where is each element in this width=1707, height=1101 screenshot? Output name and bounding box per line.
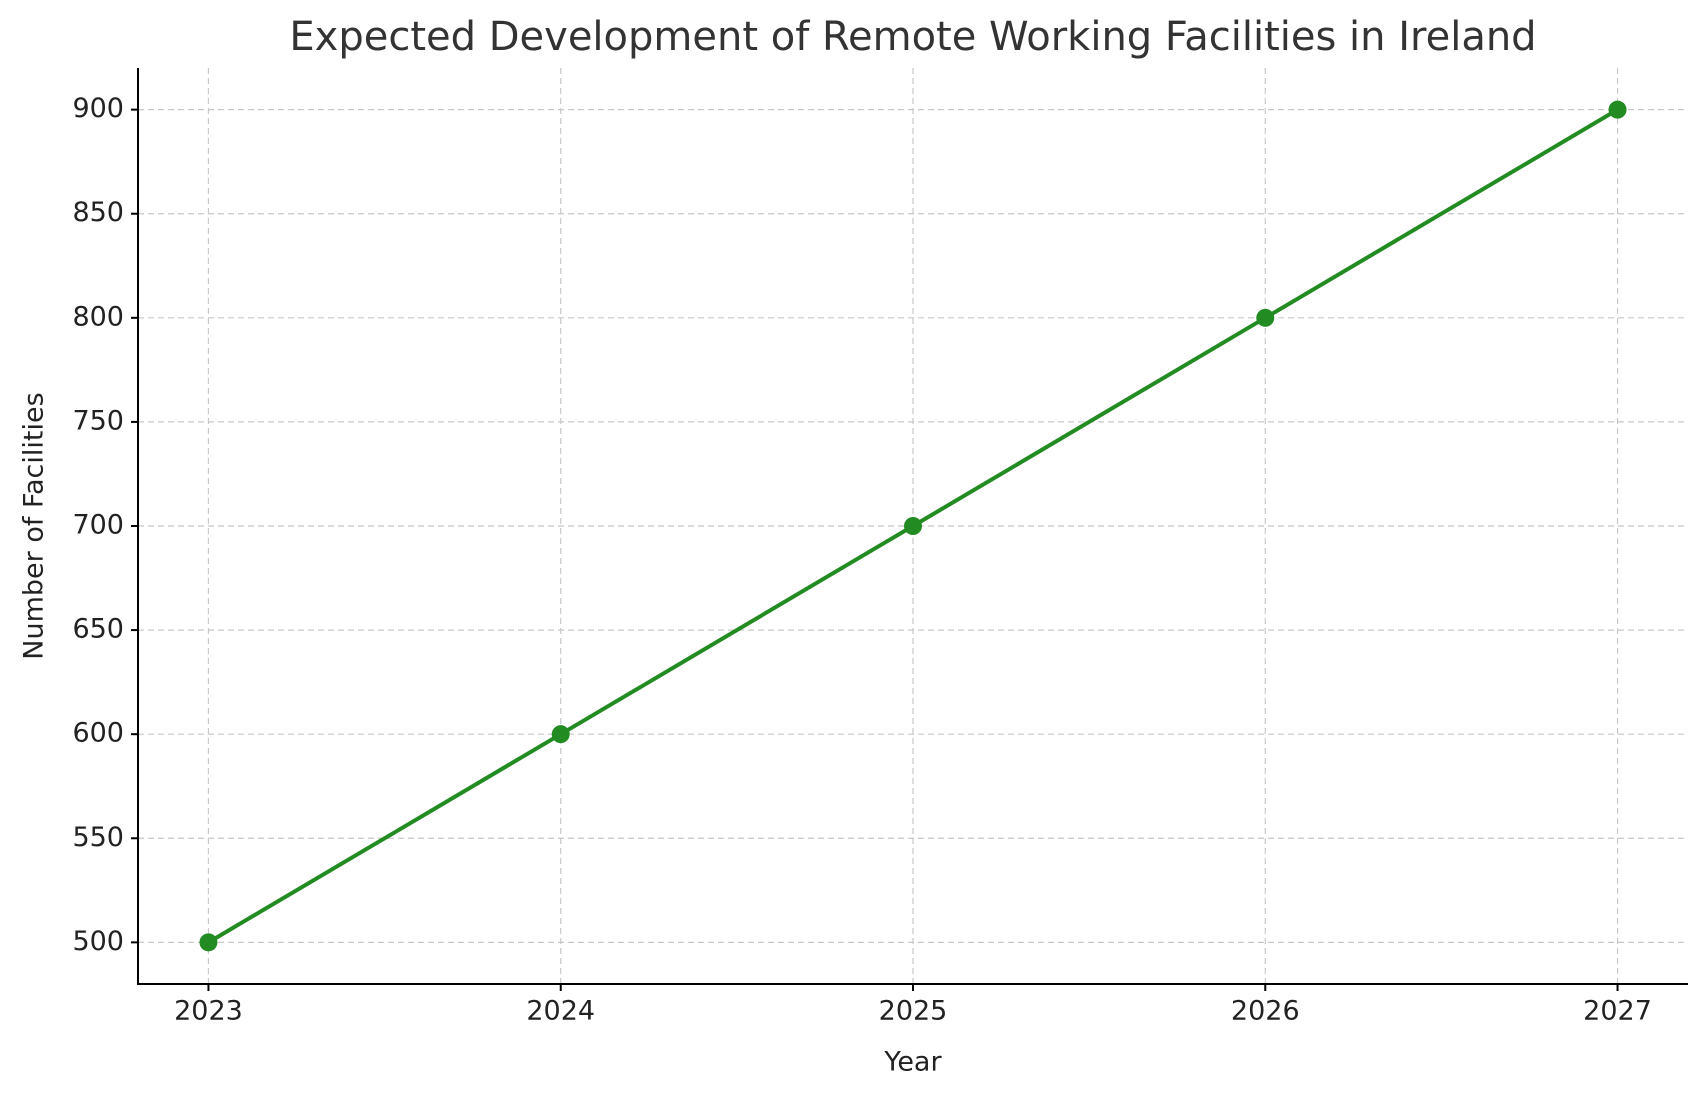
data-point: [199, 933, 218, 952]
y-axis-title: Number of Facilities: [19, 392, 50, 659]
data-point: [1256, 308, 1275, 327]
x-tick-label: 2025: [879, 996, 948, 1027]
y-tick-label: 750: [72, 405, 124, 436]
y-tick-label: 650: [72, 614, 124, 645]
x-tick-label: 2027: [1583, 996, 1652, 1027]
x-tick-label: 2023: [174, 996, 243, 1027]
y-tick-label: 700: [72, 510, 124, 541]
y-tick-label: 800: [72, 301, 124, 332]
y-tick-label: 500: [72, 926, 124, 957]
data-point: [1608, 100, 1627, 119]
chart-title: Expected Development of Remote Working F…: [289, 14, 1536, 60]
data-point: [551, 725, 570, 744]
x-axis-title: Year: [883, 1047, 942, 1078]
data-point: [904, 517, 922, 535]
y-tick-label: 550: [72, 822, 124, 853]
x-tick-label: 2026: [1231, 996, 1300, 1027]
y-tick-label: 900: [72, 93, 124, 124]
x-tick-label: 2024: [526, 996, 595, 1027]
y-tick-label: 850: [72, 197, 124, 228]
y-tick-label: 600: [72, 718, 124, 749]
